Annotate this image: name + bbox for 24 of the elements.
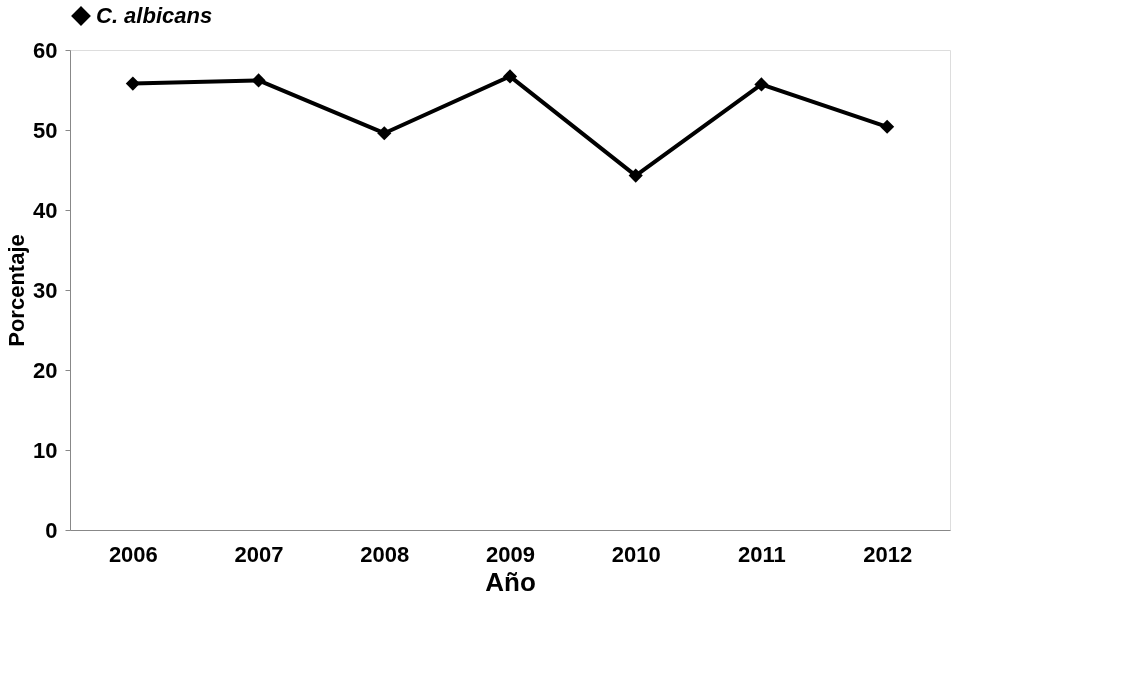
point [377, 126, 392, 141]
point [880, 119, 895, 134]
point [628, 168, 643, 183]
y-tick-label: 50 [33, 117, 58, 143]
x-axis-title: Año [485, 566, 536, 597]
x-tick-label: 2009 [486, 541, 535, 567]
y-tick-label: 20 [33, 357, 58, 383]
point [125, 76, 140, 91]
x-tick-label: 2010 [611, 541, 661, 567]
y-tick-label: 30 [33, 277, 58, 303]
y-tick-label: 0 [45, 517, 58, 543]
x-tick-label: 2006 [108, 541, 158, 567]
x-tick-label: 2011 [738, 541, 786, 567]
point [502, 69, 518, 84]
y-tick-label: 60 [33, 37, 58, 63]
y-tick-label: 10 [33, 437, 58, 463]
x-tick-label: 2008 [360, 541, 410, 567]
y-tick-label: 40 [33, 197, 58, 223]
point [251, 73, 266, 88]
y-axis-title: Porcentaje [4, 234, 30, 347]
x-tick-label: 2012 [863, 541, 913, 567]
point [754, 77, 769, 92]
legend-label: C. albicans [96, 3, 213, 28]
x-tick-label: 2007 [234, 541, 284, 567]
